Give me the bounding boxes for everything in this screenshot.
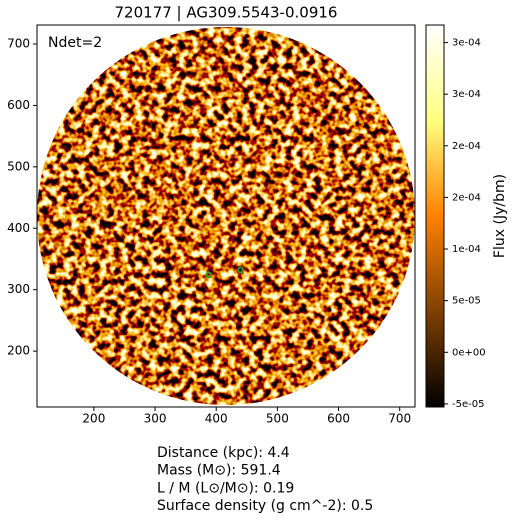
x-tick-label: 300 <box>144 412 167 426</box>
x-tick-label: 200 <box>82 412 105 426</box>
info-line: Surface density (g cm^-2): 0.5 <box>157 498 373 514</box>
colorbar-tick-label: -5e-05 <box>452 399 484 410</box>
colorbar-tick-label: 0e+00 <box>452 347 486 358</box>
info-line: L / M (L⊙/M⊙): 0.19 <box>157 480 294 496</box>
x-tick-label: 700 <box>388 412 411 426</box>
x-tick-label: 400 <box>205 412 228 426</box>
colorbar <box>425 24 445 408</box>
y-tick-label: 300 <box>7 282 30 296</box>
colorbar-tick-label: 3e-04 <box>452 89 481 100</box>
colorbar-tick-label: 2e-04 <box>452 192 481 203</box>
x-tick-label: 500 <box>266 412 289 426</box>
y-tick-label: 600 <box>7 98 30 112</box>
colorbar-label: Flux (Jy/bm) <box>492 174 508 258</box>
colorbar-tick-label: 3e-04 <box>452 38 481 49</box>
y-tick-label: 500 <box>7 159 30 173</box>
y-tick-label: 400 <box>7 221 30 235</box>
x-tick-label: 600 <box>327 412 350 426</box>
colorbar-tick-label: 5e-05 <box>452 296 481 307</box>
colorbar-tick-label: 1e-04 <box>452 244 481 255</box>
flux-image <box>37 27 415 405</box>
y-tick-label: 700 <box>7 37 30 51</box>
source-marker <box>205 271 213 279</box>
y-tick-label: 200 <box>7 344 30 358</box>
info-line: Distance (kpc): 4.4 <box>157 445 290 461</box>
colorbar-tick-label: 2e-04 <box>452 141 481 152</box>
plot-frame <box>36 24 416 408</box>
chart-title: 720177 | AG309.5543-0.0916 <box>115 4 338 22</box>
info-line: Mass (M⊙): 591.4 <box>157 463 281 479</box>
source-marker <box>237 266 245 274</box>
annotation: Ndet=2 <box>48 35 102 51</box>
